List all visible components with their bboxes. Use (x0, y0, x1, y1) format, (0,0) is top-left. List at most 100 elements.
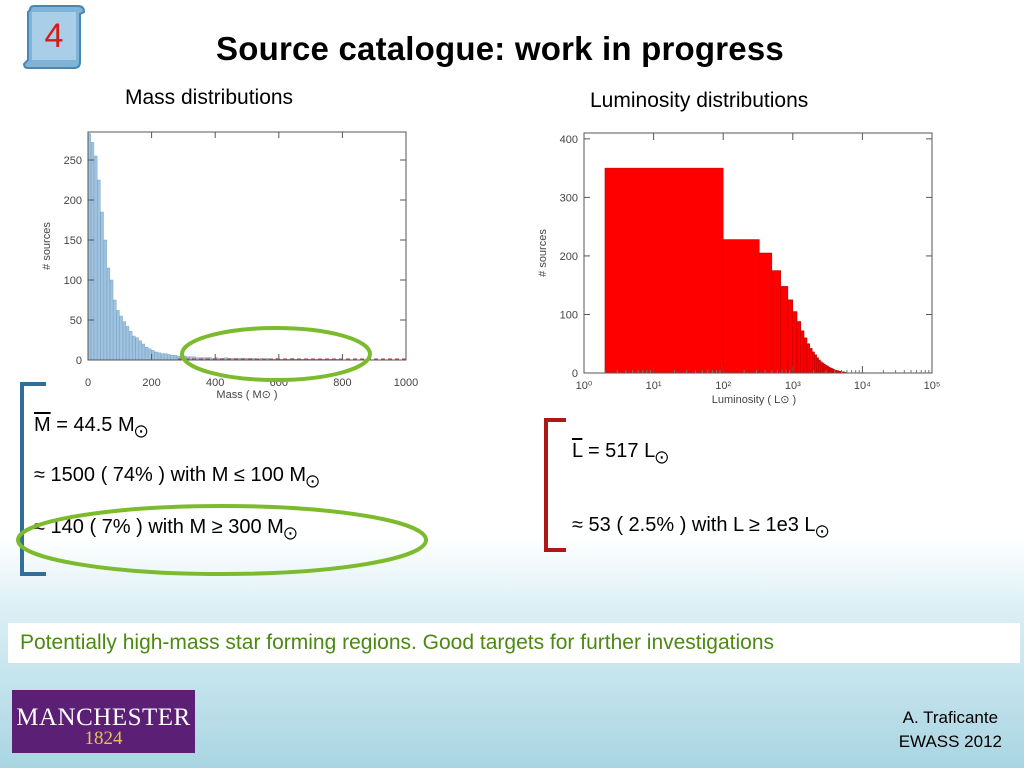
mass-mean-symbol: M (34, 414, 51, 436)
luminosity-chart: 10⁰ 10¹ 10² 10³ 10⁴ 10⁵ 0 100 200 300 400 # source… (514, 115, 944, 409)
mass-mean-stat: M = 44.5 M⨀ (34, 414, 148, 439)
slide-number: 4 (44, 17, 64, 55)
mass-bar (164, 353, 168, 361)
slide-title: Source catalogue: work in progress (216, 30, 784, 67)
mass-bar (154, 351, 158, 361)
mass-high-text: ≈ 140 ( 7% ) with M ≥ 300 M (34, 516, 284, 538)
sun-symbol: ⨀ (655, 449, 669, 464)
luminosity-y-tick-label: 100 (560, 309, 578, 321)
luminosity-bar (800, 330, 805, 374)
mass-high-highlight (16, 504, 428, 576)
mass-x-tick-label: 400 (206, 377, 224, 389)
mass-bar (94, 155, 98, 361)
luminosity-x-tick-label: 10¹ (646, 380, 662, 392)
luminosity-high-stat: ≈ 53 ( 2.5% ) with L ≥ 1e3 L⨀ (572, 514, 829, 539)
mass-x-tick-label: 800 (333, 377, 351, 389)
mass-bar (157, 352, 161, 361)
luminosity-bar (771, 270, 781, 374)
luminosity-bar (814, 354, 817, 374)
logo-year: 1824 (84, 728, 123, 749)
luminosity-y-tick-label: 300 (560, 192, 578, 204)
luminosity-ticks: 10⁰ 10¹ 10² 10³ 10⁴ 10⁵ 0 100 200 300 400 (560, 133, 941, 392)
luminosity-x-tick-label: 10⁴ (854, 380, 871, 392)
luminosity-bar (809, 348, 813, 374)
mass-bar (110, 279, 114, 361)
luminosity-y-tick-label: 400 (560, 134, 578, 146)
university-logo: MANCHESTER 1824 (12, 690, 195, 753)
luminosity-bar (796, 321, 801, 374)
luminosity-bar (806, 343, 810, 374)
mass-bar (97, 179, 101, 361)
luminosity-high-text: ≈ 53 ( 2.5% ) with L ≥ 1e3 L (572, 514, 816, 536)
luminosity-mean-stat: L = 517 L⨀ (572, 440, 668, 465)
luminosity-histogram: 10⁰ 10¹ 10² 10³ 10⁴ 10⁵ 0 100 200 300 400 # source… (537, 132, 941, 406)
luminosity-bar (818, 359, 821, 374)
author-credit: A. Traficante EWASS 2012 (899, 706, 1002, 754)
mass-x-tick-label: 1000 (394, 377, 418, 389)
luminosity-x-tick-label: 10⁵ (924, 380, 941, 392)
sun-symbol: ⨀ (134, 423, 148, 438)
luminosity-mean-value: = 517 L (582, 440, 656, 462)
luminosity-bar (816, 357, 819, 374)
mass-bar (119, 315, 123, 361)
mass-subheading: Mass distributions (125, 86, 294, 109)
mass-y-tick-label: 150 (64, 235, 82, 247)
mass-bar (129, 330, 133, 361)
mass-bar (173, 354, 177, 361)
mass-bar (141, 343, 146, 361)
luminosity-mean-symbol: L (572, 440, 583, 462)
mass-bar (122, 321, 126, 361)
mass-x-tick-label: 200 (142, 377, 160, 389)
mass-y-tick-label: 50 (70, 315, 82, 327)
luminosity-x-tick-label: 10⁰ (576, 380, 593, 392)
mass-y-tick-label: 0 (76, 355, 82, 367)
mass-chart: 0 200 400 600 800 1000 0 50 100 150 200 250 # sourc… (18, 112, 428, 404)
luminosity-bar (787, 299, 794, 374)
mass-bar (148, 348, 152, 361)
mass-low-stat: ≈ 1500 ( 74% ) with M ≤ 100 M⨀ (34, 464, 319, 489)
luminosity-x-axis-label: Luminosity ( L⊙ ) (712, 394, 796, 406)
mass-y-axis-label: # sources (41, 222, 53, 270)
author-name: A. Traficante (902, 708, 999, 727)
sun-symbol: ⨀ (815, 523, 829, 538)
luminosity-bar (792, 311, 798, 374)
mass-bar (160, 353, 165, 361)
luminosity-bar (780, 286, 789, 374)
mass-plot-frame (87, 131, 407, 361)
mass-bar (113, 299, 117, 361)
mass-bar (138, 340, 142, 361)
mass-y-tick-label: 200 (64, 195, 82, 207)
event-name: EWASS 2012 (898, 732, 1002, 751)
luminosity-stats-bracket (544, 418, 566, 552)
mass-bar (170, 354, 174, 361)
mass-x-tick-label: 0 (85, 377, 91, 389)
luminosity-bar (722, 239, 760, 374)
mass-y-tick-label: 100 (64, 275, 82, 287)
luminosity-bar (759, 252, 773, 374)
mass-bar (103, 239, 107, 361)
mass-bar (167, 354, 171, 361)
mass-bar (145, 346, 149, 361)
mass-low-text: ≈ 1500 ( 74% ) with M ≤ 100 M (34, 464, 307, 486)
conclusion-banner: Potentially high-mass star forming regio… (8, 623, 1020, 663)
mass-stats-bracket (20, 382, 46, 576)
sun-symbol: ⨀ (306, 473, 320, 488)
slide-number-badge (22, 5, 86, 69)
luminosity-subheading: Luminosity distributions (590, 89, 809, 112)
mass-bar (125, 326, 130, 361)
mass-bars (87, 133, 343, 361)
mass-mean-value: = 44.5 M (50, 414, 135, 436)
luminosity-y-axis-label: # sources (537, 229, 549, 277)
luminosity-x-tick-label: 10² (715, 380, 731, 392)
luminosity-x-tick-label: 10³ (785, 380, 801, 392)
mass-high-stat: ≈ 140 ( 7% ) with M ≥ 300 M⨀ (34, 516, 297, 541)
mass-bar (100, 211, 104, 361)
luminosity-bar (604, 167, 724, 374)
luminosity-bar (811, 351, 815, 374)
mass-highlight-ellipse (180, 326, 372, 382)
mass-bar (132, 335, 136, 361)
conclusion-text: Potentially high-mass star forming regio… (20, 631, 775, 654)
mass-y-tick-label: 250 (64, 155, 82, 167)
mass-bar (116, 310, 120, 361)
